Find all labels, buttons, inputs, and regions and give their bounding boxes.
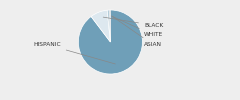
Wedge shape [78,10,142,74]
Wedge shape [91,10,110,42]
Wedge shape [107,10,110,42]
Text: BLACK: BLACK [103,17,163,28]
Text: WHITE: WHITE [111,16,163,38]
Text: ASIAN: ASIAN [112,16,162,47]
Text: HISPANIC: HISPANIC [33,42,115,64]
